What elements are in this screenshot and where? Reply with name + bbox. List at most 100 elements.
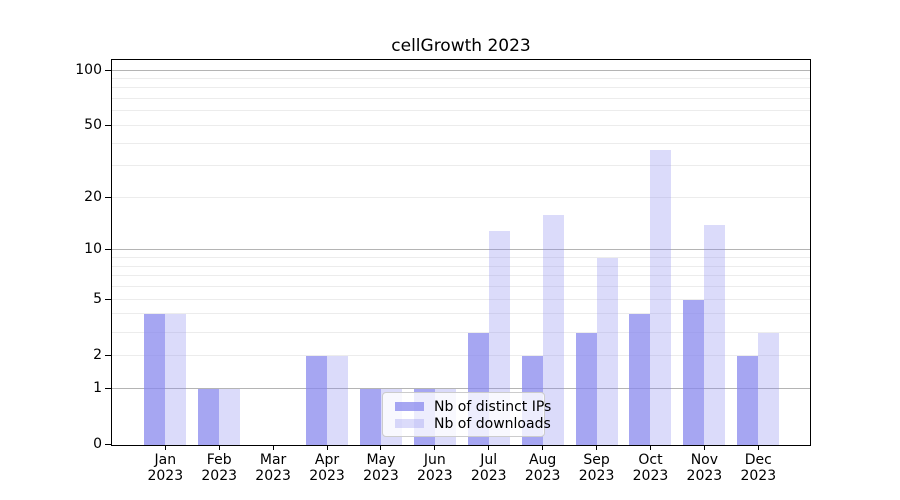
x-tick-mark <box>380 445 382 450</box>
y-tick-mark <box>105 387 111 389</box>
bar-downloads-dec <box>758 332 780 445</box>
gridline-minor <box>112 110 810 112</box>
x-tick-month: Jul <box>480 452 498 468</box>
gridline-minor <box>112 142 810 144</box>
y-tick-mark <box>105 298 111 300</box>
gridline-minor <box>112 298 810 300</box>
x-tick-month: Mar <box>259 452 287 468</box>
x-tick-year: 2023 <box>470 468 507 484</box>
bar-downloads-aug <box>542 215 564 445</box>
y-tick-label: 20 <box>84 188 102 205</box>
x-tick-month: Aug <box>528 452 557 468</box>
gridline-minor <box>112 124 810 126</box>
y-tick-label: 50 <box>84 116 102 133</box>
gridline-minor <box>112 257 810 259</box>
x-tick-month: Oct <box>638 452 663 468</box>
legend-item: Nb of downloads <box>395 415 551 432</box>
x-tick-mark <box>757 445 759 450</box>
bar-ips-oct <box>629 314 651 445</box>
y-tick-label: 2 <box>93 346 102 363</box>
y-tick-label: 5 <box>93 290 102 307</box>
bar-downloads-apr <box>327 355 349 445</box>
x-tick-label: Jul 2023 <box>457 452 521 484</box>
x-tick-label: Nov 2023 <box>672 452 736 484</box>
y-tick-mark <box>105 249 111 251</box>
x-tick-label: Oct 2023 <box>618 452 682 484</box>
chart-title: cellGrowth 2023 <box>391 36 531 56</box>
x-tick-label: Sep 2023 <box>565 452 629 484</box>
bar-ips-jan <box>144 314 166 445</box>
x-tick-month: May <box>366 452 396 468</box>
x-tick-mark <box>326 445 328 450</box>
y-tick-mark <box>105 69 111 71</box>
x-tick-label: Aug 2023 <box>511 452 575 484</box>
bar-ips-dec <box>737 355 759 445</box>
x-tick-mark <box>272 445 274 450</box>
gridline-minor <box>112 313 810 315</box>
gridline-minor <box>112 275 810 277</box>
gridline-minor <box>112 196 810 198</box>
x-tick-label: Dec 2023 <box>726 452 790 484</box>
x-tick-month: Apr <box>314 452 340 468</box>
legend-swatch-downloads <box>395 419 424 428</box>
y-tick-label: 10 <box>84 241 102 258</box>
x-tick-mark <box>164 445 166 450</box>
x-tick-year: 2023 <box>417 468 453 484</box>
gridline-major <box>112 387 810 389</box>
x-tick-year: 2023 <box>363 468 399 484</box>
bar-downloads-jul <box>488 230 510 445</box>
x-tick-year: 2023 <box>740 468 777 484</box>
bar-ips-nov <box>683 299 705 445</box>
plot-area <box>111 59 811 446</box>
x-tick-label: Jun 2023 <box>403 452 467 484</box>
legend: Nb of distinct IPs Nb of downloads <box>382 392 551 437</box>
legend-item: Nb of distinct IPs <box>395 398 551 415</box>
y-tick-mark <box>105 196 111 198</box>
x-tick-label: Feb 2023 <box>187 452 251 484</box>
bar-ips-sep <box>575 332 597 445</box>
x-tick-mark <box>218 445 220 450</box>
x-tick-month: Nov <box>690 452 719 468</box>
x-tick-mark <box>649 445 651 450</box>
x-tick-mark <box>488 445 490 450</box>
x-tick-label: Jan 2023 <box>133 452 197 484</box>
x-tick-year: 2023 <box>309 468 345 484</box>
gridline-major <box>112 249 810 251</box>
x-tick-month: Dec <box>744 452 772 468</box>
gridline-minor <box>112 331 810 333</box>
x-tick-year: 2023 <box>524 468 561 484</box>
legend-swatch-distinct-ips <box>395 402 424 411</box>
gridline-minor <box>112 265 810 267</box>
gridline-minor <box>112 165 810 167</box>
gridline-major <box>112 69 810 71</box>
legend-label: Nb of downloads <box>434 415 551 432</box>
x-tick-year: 2023 <box>632 468 669 484</box>
gridline-minor <box>112 98 810 100</box>
x-tick-label: Apr 2023 <box>295 452 359 484</box>
x-tick-year: 2023 <box>201 468 238 484</box>
x-tick-mark <box>596 445 598 450</box>
x-tick-month: Feb <box>206 452 232 468</box>
y-tick-mark <box>105 444 111 445</box>
y-tick-mark <box>105 354 111 356</box>
bar-downloads-oct <box>650 149 672 445</box>
gridline-minor <box>112 286 810 288</box>
x-tick-year: 2023 <box>255 468 291 484</box>
bar-downloads-feb <box>219 388 241 445</box>
y-tick-label: 100 <box>75 61 102 78</box>
x-tick-mark <box>542 445 544 450</box>
y-tick-label: 0 <box>93 436 102 452</box>
x-tick-month: Jan <box>154 452 177 468</box>
x-tick-month: Sep <box>583 452 610 468</box>
x-tick-year: 2023 <box>147 468 184 484</box>
bar-ips-may <box>359 388 381 445</box>
x-tick-year: 2023 <box>578 468 615 484</box>
x-tick-month: Jun <box>423 452 446 468</box>
gridline-minor <box>112 77 810 79</box>
x-tick-label: Mar 2023 <box>241 452 305 484</box>
x-tick-label: May 2023 <box>349 452 413 484</box>
gridline-minor <box>112 87 810 89</box>
y-tick-label: 1 <box>93 379 102 396</box>
x-tick-year: 2023 <box>686 468 723 484</box>
